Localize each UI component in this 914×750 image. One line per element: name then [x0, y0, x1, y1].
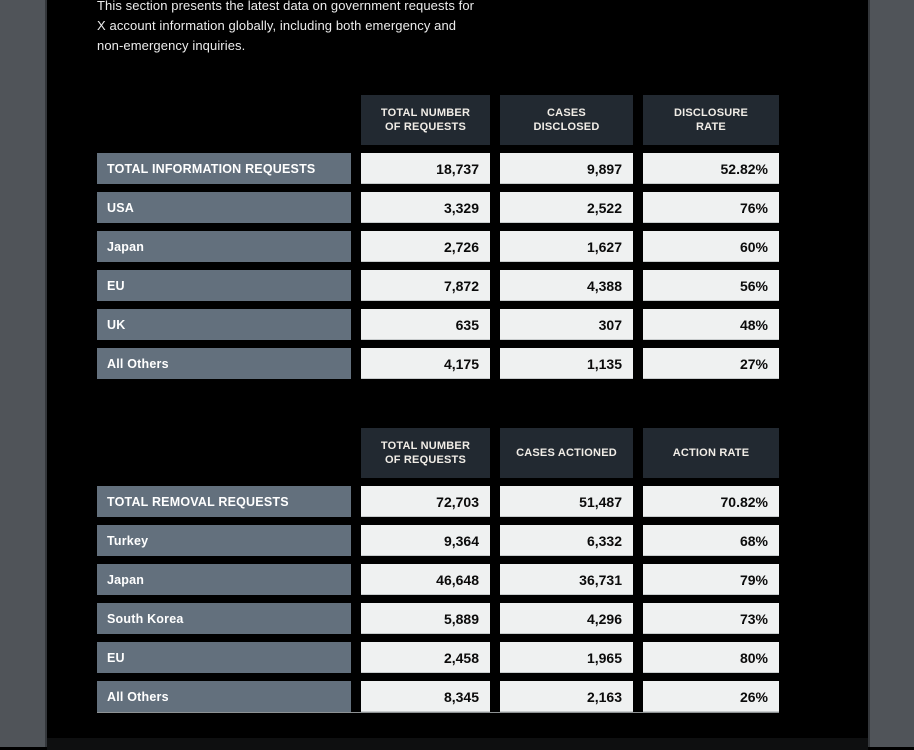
page-bottom-gap — [47, 738, 868, 750]
row-label: TOTAL INFORMATION REQUESTS — [97, 153, 351, 184]
cell-value: 2,522 — [500, 192, 633, 223]
column-header: TOTAL NUMBER OF REQUESTS — [361, 95, 490, 145]
row-label: USA — [97, 192, 351, 223]
row-label: Japan — [97, 231, 351, 262]
cell-value: 52.82% — [643, 153, 779, 184]
cell-value: 46,648 — [361, 564, 490, 595]
cell-value: 79% — [643, 564, 779, 595]
cell-value: 9,897 — [500, 153, 633, 184]
viewer-right-margin — [868, 0, 914, 747]
table-header-spacer — [97, 95, 351, 145]
cell-value: 70.82% — [643, 486, 779, 517]
column-header: CASES ACTIONED — [500, 428, 633, 478]
cell-value: 76% — [643, 192, 779, 223]
cell-value: 5,889 — [361, 603, 490, 634]
column-header: ACTION RATE — [643, 428, 779, 478]
information-requests-table: TOTAL NUMBER OF REQUESTS CASES DISCLOSED D… — [97, 95, 779, 379]
cell-value: 2,458 — [361, 642, 490, 673]
cell-value: 72,703 — [361, 486, 490, 517]
table-bottom-rule — [97, 712, 779, 713]
cell-value: 635 — [361, 309, 490, 340]
row-label: EU — [97, 270, 351, 301]
cell-value: 73% — [643, 603, 779, 634]
row-label: TOTAL REMOVAL REQUESTS — [97, 486, 351, 517]
cell-value: 1,627 — [500, 231, 633, 262]
row-label: South Korea — [97, 603, 351, 634]
viewer-left-margin — [0, 0, 47, 747]
cell-value: 7,872 — [361, 270, 490, 301]
cell-value: 51,487 — [500, 486, 633, 517]
cell-value: 18,737 — [361, 153, 490, 184]
table-header-spacer — [97, 428, 351, 478]
cell-value: 4,388 — [500, 270, 633, 301]
column-header: DISCLOSURE RATE — [643, 95, 779, 145]
cell-value: 68% — [643, 525, 779, 556]
row-label: All Others — [97, 681, 351, 712]
cell-value: 60% — [643, 231, 779, 262]
column-header: TOTAL NUMBER OF REQUESTS — [361, 428, 490, 478]
cell-value: 26% — [643, 681, 779, 712]
cell-value: 8,345 — [361, 681, 490, 712]
cell-value: 27% — [643, 348, 779, 379]
intro-line: This section presents the latest data on… — [97, 0, 475, 13]
intro-text: This section presents the latest data on… — [97, 0, 474, 56]
row-label: Turkey — [97, 525, 351, 556]
cell-value: 80% — [643, 642, 779, 673]
row-label: All Others — [97, 348, 351, 379]
cell-value: 4,175 — [361, 348, 490, 379]
cell-value: 1,965 — [500, 642, 633, 673]
cell-value: 9,364 — [361, 525, 490, 556]
cell-value: 36,731 — [500, 564, 633, 595]
removal-requests-table: TOTAL NUMBER OF REQUESTS CASES ACTIONED AC… — [97, 428, 779, 712]
column-header: CASES DISCLOSED — [500, 95, 633, 145]
row-label: Japan — [97, 564, 351, 595]
cell-value: 56% — [643, 270, 779, 301]
cell-value: 2,163 — [500, 681, 633, 712]
cell-value: 307 — [500, 309, 633, 340]
cell-value: 1,135 — [500, 348, 633, 379]
row-label: UK — [97, 309, 351, 340]
row-label: EU — [97, 642, 351, 673]
cell-value: 3,329 — [361, 192, 490, 223]
intro-line: X account information globally, includin… — [97, 18, 457, 33]
cell-value: 2,726 — [361, 231, 490, 262]
cell-value: 48% — [643, 309, 779, 340]
cell-value: 4,296 — [500, 603, 633, 634]
intro-line: non-emergency inquiries. — [97, 38, 246, 53]
cell-value: 6,332 — [500, 525, 633, 556]
